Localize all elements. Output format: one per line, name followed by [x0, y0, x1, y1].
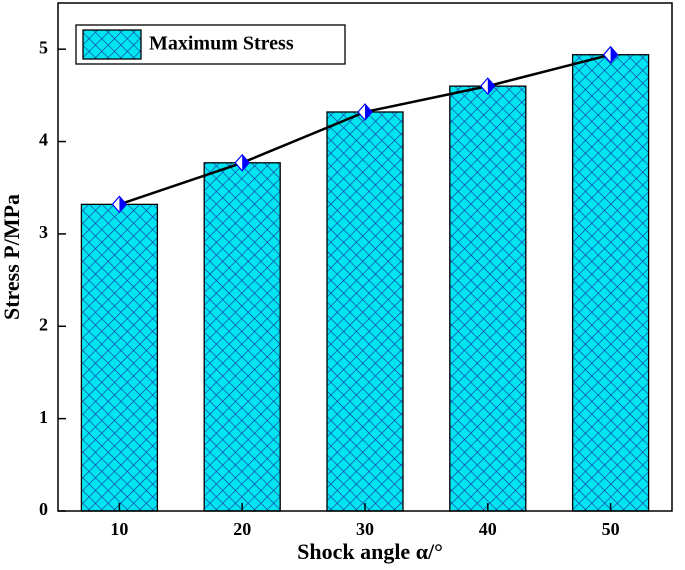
marker-half [487, 78, 495, 95]
y-tick-label: 0 [39, 499, 48, 519]
plot-area [80, 54, 650, 512]
bar [80, 203, 159, 512]
marker-half [119, 196, 127, 213]
bar [449, 85, 527, 512]
marker-half [610, 46, 618, 63]
y-tick-label: 1 [39, 407, 48, 427]
x-axis-title: Shock angle α/° [297, 539, 443, 564]
y-tick-label: 3 [39, 222, 48, 242]
bar [203, 162, 281, 512]
x-tick-label: 40 [479, 519, 497, 539]
y-tick-label: 5 [39, 37, 48, 57]
marker-half [242, 154, 250, 171]
marker-half [365, 103, 372, 120]
bar [571, 54, 650, 512]
y-tick-label: 2 [39, 314, 48, 334]
y-axis-title: Stress P/MPa [0, 194, 24, 320]
y-tick-label: 4 [39, 130, 48, 150]
x-tick-label: 20 [233, 519, 251, 539]
x-tick-label: 10 [110, 519, 128, 539]
x-tick-label: 50 [602, 519, 620, 539]
x-tick-label: 30 [356, 519, 374, 539]
bar [326, 111, 404, 512]
legend-label: Maximum Stress [149, 33, 294, 55]
legend-swatch [82, 29, 142, 60]
